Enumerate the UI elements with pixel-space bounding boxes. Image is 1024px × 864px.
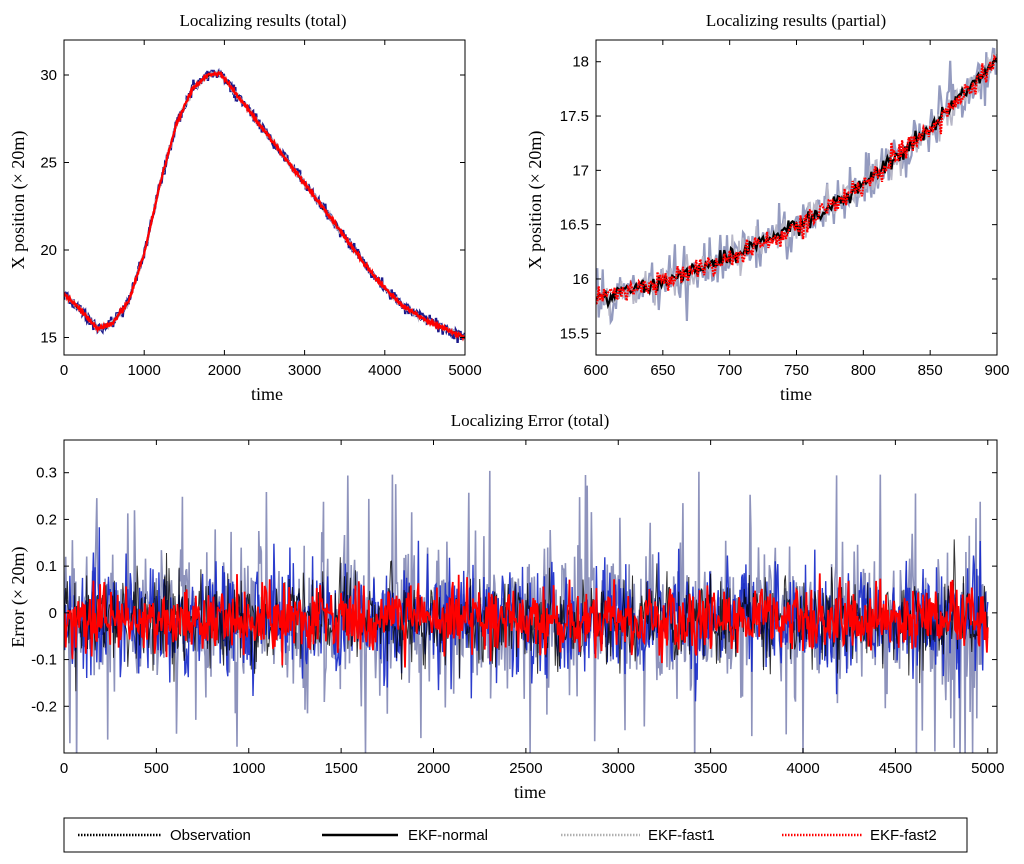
error-ytick-label: -0.1 xyxy=(31,652,57,669)
error-xtick-label: 3500 xyxy=(694,760,727,777)
series-ekf-fast2-total xyxy=(64,70,465,342)
error-xtick-label: 1000 xyxy=(232,760,265,777)
legend-label-ekf-fast2: EKF-fast2 xyxy=(870,827,937,844)
error-xtick-label: 2000 xyxy=(417,760,450,777)
partial-xtick-label: 700 xyxy=(717,362,742,379)
partial-xtick-label: 750 xyxy=(784,362,809,379)
error-xtick-label: 4000 xyxy=(786,760,819,777)
error-ytick-label: 0.1 xyxy=(36,558,57,575)
title-error: Localizing Error (total) xyxy=(451,411,610,430)
ticks-total: 0 1000 2000 3000 4000 5000 15 20 25 30 xyxy=(40,40,482,379)
total-ytick-label: 30 xyxy=(40,67,57,84)
xlabel-total: time xyxy=(251,384,283,404)
partial-xtick-label: 850 xyxy=(918,362,943,379)
series-ekf-fast2-partial xyxy=(596,54,997,305)
axes-box-partial xyxy=(595,39,998,356)
plot-total: Localizing results (total) 0 1000 2000 3000… xyxy=(8,11,482,404)
total-xtick-label: 3000 xyxy=(288,362,321,379)
error-ytick-label: -0.2 xyxy=(31,698,57,715)
plot-error: Localizing Error (total) 0 500 1000 1500 200… xyxy=(8,411,1004,802)
partial-ytick-label: 16.5 xyxy=(560,217,589,234)
total-ytick-label: 20 xyxy=(40,242,57,259)
ticks-error: 0 500 1000 1500 2000 2500 3000 3500 4000 4500 5000… xyxy=(31,440,1004,777)
ylabel-total: X position (× 20m) xyxy=(8,131,29,270)
partial-xtick-label: 800 xyxy=(851,362,876,379)
error-xtick-label: 1500 xyxy=(324,760,357,777)
total-xtick-label: 5000 xyxy=(448,362,481,379)
partial-ytick-label: 15.5 xyxy=(560,325,589,342)
series-ekf-fast1-partial xyxy=(596,53,997,316)
legend-label-ekf-fast1: EKF-fast1 xyxy=(648,827,715,844)
partial-xtick-label: 600 xyxy=(583,362,608,379)
legend: Observation EKF-normal EKF-fast1 EKF-fas… xyxy=(63,817,968,853)
error-xtick-label: 4500 xyxy=(879,760,912,777)
error-xtick-label: 0 xyxy=(60,760,68,777)
axes-box-error xyxy=(63,439,998,754)
total-xtick-label: 0 xyxy=(60,362,68,379)
total-ytick-label: 25 xyxy=(40,155,57,172)
series-group-partial xyxy=(596,47,997,326)
error-xtick-label: 500 xyxy=(144,760,169,777)
xlabel-partial: time xyxy=(780,384,812,404)
partial-xtick-label: 900 xyxy=(984,362,1009,379)
series-ekf-normal-partial xyxy=(596,57,997,310)
total-xtick-label: 4000 xyxy=(368,362,401,379)
axes-box-total xyxy=(63,39,466,356)
error-xtick-label: 2500 xyxy=(509,760,542,777)
error-ytick-label: 0 xyxy=(49,605,57,622)
total-xtick-label: 2000 xyxy=(208,362,241,379)
legend-label-observation: Observation xyxy=(170,827,251,844)
xlabel-error: time xyxy=(514,782,546,802)
partial-ytick-label: 17 xyxy=(572,162,589,179)
ylabel-error: Error (× 20m) xyxy=(8,546,29,647)
title-partial: Localizing results (partial) xyxy=(706,11,886,30)
partial-ytick-label: 18 xyxy=(572,54,589,71)
series-ekf-fast2-error xyxy=(64,573,989,668)
total-ytick-label: 15 xyxy=(40,330,57,347)
series-ekf-normal-error xyxy=(64,539,989,692)
partial-ytick-label: 17.5 xyxy=(560,108,589,125)
ylabel-partial: X position (× 20m) xyxy=(525,131,546,270)
legend-label-ekf-normal: EKF-normal xyxy=(408,827,488,844)
series-group-error xyxy=(64,470,989,753)
total-xtick-label: 1000 xyxy=(128,362,161,379)
error-ytick-label: 0.3 xyxy=(36,465,57,482)
error-xtick-label: 3000 xyxy=(602,760,635,777)
series-ekf-normal-total xyxy=(64,71,465,339)
error-ytick-label: 0.2 xyxy=(36,511,57,528)
partial-ytick-label: 16 xyxy=(572,271,589,288)
plot-partial: Localizing results (partial) 600 650 700 75… xyxy=(525,11,1010,404)
ticks-partial: 600 650 700 750 800 850 900 15.5 16 16.5 17 17.5 18 xyxy=(560,40,1010,379)
title-total: Localizing results (total) xyxy=(179,11,346,30)
series-group-total xyxy=(64,67,465,344)
partial-xtick-label: 650 xyxy=(650,362,675,379)
series-ekf-fast1-total xyxy=(64,69,465,341)
error-xtick-label: 5000 xyxy=(971,760,1004,777)
series-observation-total xyxy=(64,67,465,344)
